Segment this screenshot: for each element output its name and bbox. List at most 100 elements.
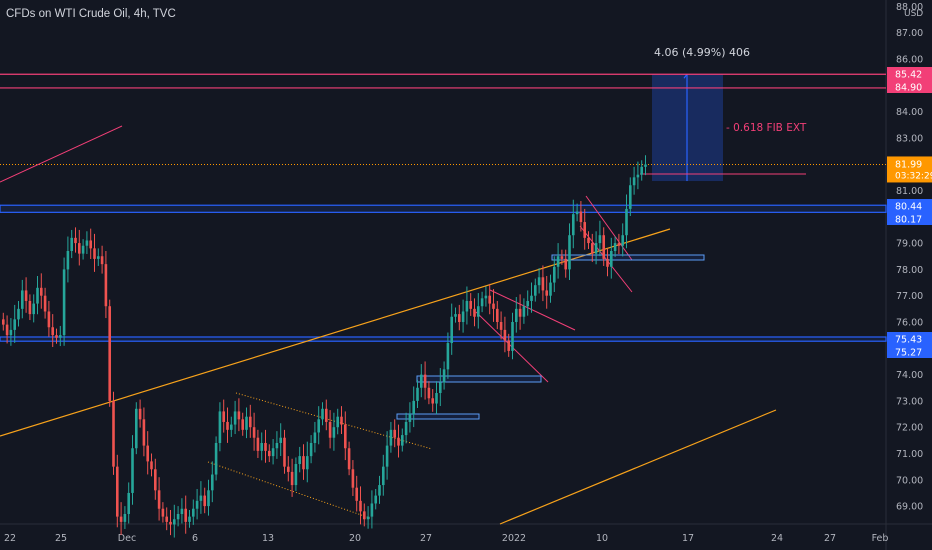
candle-body xyxy=(119,516,123,522)
candle-body xyxy=(397,437,400,446)
candle xyxy=(123,506,127,529)
candle xyxy=(252,412,256,451)
candle-body xyxy=(214,442,218,475)
candle-body xyxy=(135,408,138,449)
current-price-badge xyxy=(887,156,932,183)
candle-body xyxy=(613,243,617,251)
countdown-label: 03:32:29 xyxy=(895,171,932,181)
candle xyxy=(537,268,541,294)
candle xyxy=(507,333,510,357)
y-tick-label: 76.00 xyxy=(896,318,923,329)
candle-body xyxy=(222,411,225,422)
channel-top-dotted xyxy=(235,392,433,450)
candle xyxy=(412,386,415,428)
candle xyxy=(469,293,472,316)
candle-body xyxy=(389,429,393,446)
candle xyxy=(32,294,35,323)
candle xyxy=(496,300,499,330)
candle xyxy=(176,506,180,527)
price-badge-value: 80.17 xyxy=(895,215,922,226)
candle xyxy=(66,236,70,283)
candle-body xyxy=(583,222,586,238)
candle xyxy=(211,461,214,503)
candle-body xyxy=(43,295,47,312)
candle-body xyxy=(644,164,647,167)
candle xyxy=(385,431,389,480)
candle xyxy=(17,300,20,327)
candle xyxy=(74,227,77,253)
candle-body xyxy=(40,287,43,296)
x-tick-label: 20 xyxy=(349,533,361,544)
candle-body xyxy=(218,411,222,443)
candle-body xyxy=(401,435,404,446)
candle xyxy=(264,429,267,463)
x-tick-label: 25 xyxy=(55,533,67,544)
candle-body xyxy=(579,211,583,223)
candle-body xyxy=(93,248,96,259)
candle-body xyxy=(568,235,571,270)
candle xyxy=(629,177,632,217)
support-box-low xyxy=(396,413,480,420)
candle-body xyxy=(473,308,476,317)
candle xyxy=(518,294,522,330)
candle-body xyxy=(5,324,9,336)
x-tick-label: Dec xyxy=(118,533,136,544)
candle xyxy=(522,298,526,324)
candle xyxy=(564,249,567,278)
candle xyxy=(439,368,442,407)
candle-body xyxy=(553,266,556,283)
candle xyxy=(59,325,62,347)
support-box-wedge xyxy=(551,254,705,261)
candle-body xyxy=(226,421,229,430)
candle-body xyxy=(188,516,191,522)
candle-body xyxy=(435,393,438,404)
candle-body xyxy=(207,490,210,507)
candle-body xyxy=(431,398,434,404)
current-price-value: 81.99 xyxy=(895,159,922,170)
candle xyxy=(169,510,172,536)
price-badge-value: 75.27 xyxy=(895,348,922,359)
candle-body xyxy=(340,416,343,425)
candle xyxy=(138,399,142,428)
candle-body xyxy=(9,329,13,336)
candle xyxy=(442,361,446,390)
candle xyxy=(484,286,488,307)
currency-label: USD xyxy=(904,9,923,19)
demand-zone-upper xyxy=(0,204,887,213)
x-tick-label: 13 xyxy=(262,533,274,544)
candle-body xyxy=(62,269,66,336)
candle-body xyxy=(180,508,184,514)
candle-body xyxy=(81,245,85,254)
price-badge-value: 84.90 xyxy=(895,83,922,94)
candle xyxy=(85,231,89,255)
candle xyxy=(192,499,195,525)
candle xyxy=(283,429,286,474)
candle-body xyxy=(173,519,176,525)
measure-arrowhead xyxy=(683,73,688,79)
candle xyxy=(199,481,203,514)
candle xyxy=(81,239,85,260)
candle-body xyxy=(423,374,427,388)
candle xyxy=(271,439,275,465)
candle xyxy=(640,160,643,181)
candle xyxy=(534,278,537,302)
candle xyxy=(241,412,244,436)
candle-body xyxy=(458,314,461,322)
candle xyxy=(249,404,252,438)
candle-body xyxy=(625,208,628,236)
candle-body xyxy=(439,382,442,394)
candle-body xyxy=(617,243,621,246)
candle-body xyxy=(271,448,275,457)
candle xyxy=(13,304,16,343)
candle xyxy=(366,506,370,529)
candle-body xyxy=(70,237,73,251)
candle xyxy=(47,300,51,337)
candle xyxy=(610,237,613,279)
candle-body xyxy=(515,308,518,322)
candle-body xyxy=(450,316,453,344)
candle-body xyxy=(169,521,172,525)
candle-body xyxy=(294,464,298,486)
candle xyxy=(541,265,545,302)
candle xyxy=(575,203,579,222)
